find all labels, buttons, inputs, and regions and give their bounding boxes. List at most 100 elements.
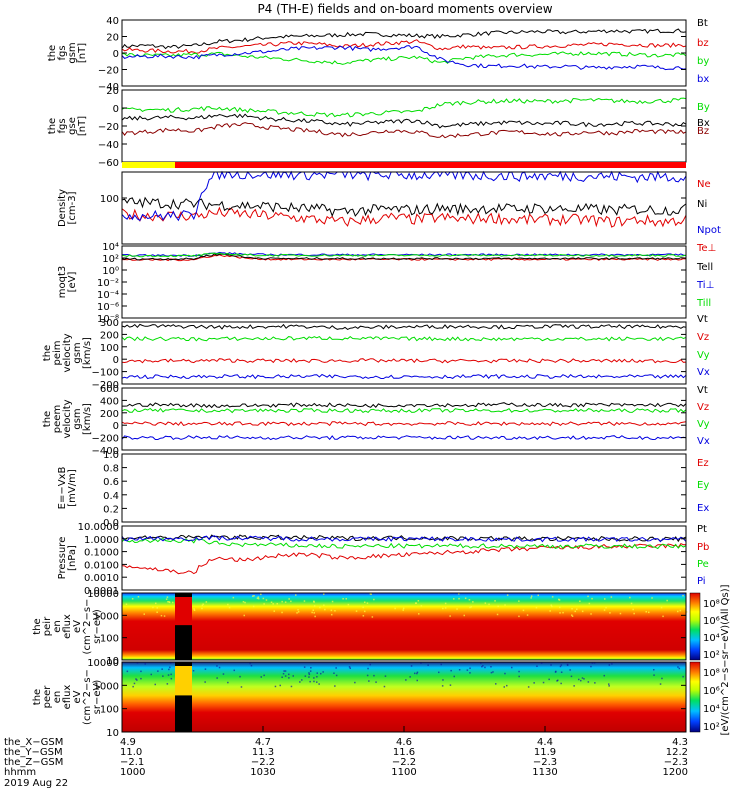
panel-peer_eflux: 10000 1000 100 10 the peer en eflux eV (cm^2−s− sr… (32, 658, 687, 739)
heatmap-speckle (605, 606, 607, 609)
heatmap-speckle (560, 682, 562, 685)
heatmap-speckle (172, 601, 174, 604)
panel-fgs_gsm: 40 20 0 −20 −40 the fgs gsm [nT] Bt bz by bx (47, 16, 709, 93)
x-tick-label-x: 4.6 (396, 737, 412, 748)
heatmap-speckle (135, 678, 137, 680)
x-tick-label-x: 4.4 (537, 737, 553, 748)
heatmap-speckle (249, 662, 251, 665)
heatmap-speckle (260, 593, 262, 596)
series-line-Pe (121, 538, 687, 550)
y-tick-label: −400 (92, 446, 119, 457)
panel-density: 100 Density [cm-3] Ne Ni Npot (57, 170, 721, 245)
heatmap-speckle (252, 605, 255, 608)
heatmap-speckle (518, 675, 520, 678)
y-tick-label: 1000 (94, 681, 119, 692)
heatmap-speckle (375, 681, 377, 683)
heatmap-speckle (440, 663, 442, 666)
heatmap-speckle (126, 670, 129, 673)
x-tick-label-y: 11.0 (120, 747, 142, 758)
heatmap-speckle (366, 602, 369, 604)
heatmap-speckle (154, 683, 156, 686)
heatmap-speckle (156, 607, 158, 609)
heatmap-speckle (218, 666, 221, 669)
legend-By: By (697, 102, 710, 113)
heatmap-speckle (653, 669, 655, 671)
colorbar (689, 592, 701, 661)
heatmap-speckle (169, 666, 171, 669)
y-axis-label: eV (72, 620, 83, 633)
y-tick-label: 10000 (87, 658, 119, 669)
heatmap-speckle (167, 674, 170, 676)
y-tick-label: −20 (98, 66, 119, 77)
heatmap-speckle (216, 665, 218, 667)
heatmap-speckle (574, 610, 576, 613)
heatmap-speckle (494, 600, 496, 602)
heatmap-speckle (497, 605, 499, 608)
y-axis-label: peir (42, 616, 53, 636)
y-axis-label: Density (57, 189, 68, 227)
heatmap-speckle (156, 611, 158, 613)
heatmap-speckle (265, 599, 268, 601)
heatmap-speckle (661, 677, 663, 680)
heatmap-speckle (152, 606, 154, 609)
heatmap-speckle (518, 615, 520, 618)
heatmap-speckle (263, 674, 265, 677)
heatmap-speckle (366, 674, 369, 677)
heatmap-speckle (334, 685, 336, 687)
x-tick-label-y: 11.3 (252, 747, 274, 758)
series-line-Ne (121, 206, 687, 228)
x-tick-label-hhmm: 1000 (120, 767, 145, 778)
heatmap-speckle (292, 675, 294, 677)
y-tick-label: −20 (98, 122, 119, 133)
heatmap-speckle (560, 664, 563, 666)
colorbar-tick-label: 10⁴ (703, 704, 720, 715)
heatmap-speckle (257, 596, 260, 598)
heatmap-speckle (297, 609, 299, 611)
y-axis-label: fgs (57, 45, 68, 60)
heatmap-speckle (288, 598, 290, 600)
heatmap-speckle (504, 672, 506, 675)
heatmap-speckle (537, 594, 539, 597)
y-axis-label: [nT] (77, 116, 88, 136)
y-tick-label: 10 (106, 728, 119, 739)
heatmap-speckle (548, 678, 550, 681)
heatmap-speckle (472, 601, 474, 603)
legend-Tell: Tell (696, 262, 713, 273)
heatmap-speckle (576, 608, 578, 610)
legend-Till: Till (696, 298, 711, 309)
heatmap-speckle (581, 677, 584, 679)
heatmap-speckle (662, 615, 664, 618)
series-line-Vz (121, 358, 687, 364)
heatmap-speckle (283, 670, 285, 672)
y-tick-label: 1.0 (103, 450, 119, 461)
heatmap-speckle (132, 685, 134, 688)
heatmap-speckle (495, 683, 497, 685)
heatmap-speckle (163, 615, 166, 617)
panel-frame (121, 592, 687, 661)
heatmap-speckle (442, 607, 444, 610)
heatmap-speckle (165, 598, 168, 600)
series-line-by (121, 51, 687, 65)
heatmap-speckle (469, 606, 471, 609)
heatmap-speckle (290, 685, 293, 688)
heatmap-speckle (260, 676, 262, 678)
heatmap-speckle (333, 672, 335, 674)
heatmap-speckle (354, 681, 356, 684)
heatmap-speckle (551, 605, 553, 608)
heatmap-speckle (308, 676, 310, 678)
panel-frame (121, 321, 687, 385)
y-axis-label: [cm-3] (67, 191, 78, 224)
y-axis-label: [km/s] (82, 337, 93, 369)
heatmap-speckle (232, 596, 235, 599)
heatmap-speckle (535, 606, 538, 609)
heatmap-speckle (157, 670, 159, 672)
heatmap-speckle (492, 671, 494, 673)
heatmap-speckle (205, 601, 208, 603)
heatmap-speckle (368, 680, 370, 682)
heatmap-speckle (299, 681, 301, 683)
heatmap-speckle (415, 602, 417, 604)
heatmap-speckle (417, 600, 420, 602)
mode-bar-fast (175, 162, 686, 168)
